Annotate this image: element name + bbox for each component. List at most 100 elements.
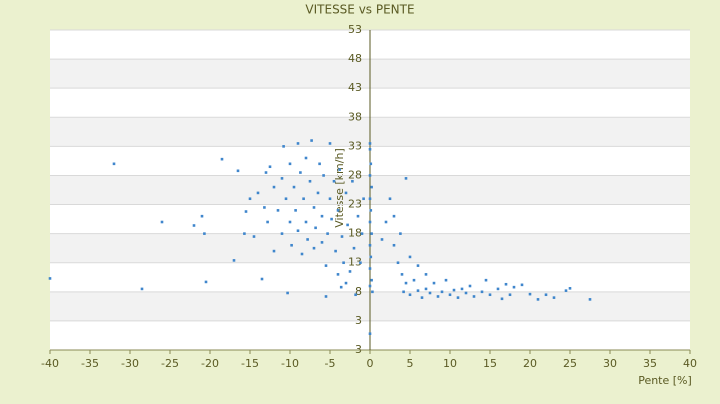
point: [368, 284, 372, 288]
y-tick-label: 23: [348, 198, 362, 211]
x-tick-label: 40: [683, 357, 697, 370]
point: [552, 296, 556, 299]
point: [420, 296, 424, 299]
point: [432, 281, 436, 285]
point: [232, 259, 236, 262]
x-tick-label: 0: [367, 357, 374, 370]
point: [140, 287, 144, 291]
y-tick-label: 13: [348, 256, 362, 269]
point: [243, 232, 246, 235]
point: [318, 162, 321, 166]
point: [340, 235, 344, 238]
x-tick-label: 25: [563, 357, 577, 370]
point: [200, 214, 204, 218]
point: [304, 156, 308, 160]
point: [370, 185, 373, 189]
x-tick-label: -40: [41, 357, 59, 370]
point: [392, 214, 396, 218]
point: [399, 232, 402, 235]
point: [336, 209, 340, 212]
point: [448, 293, 452, 297]
point: [468, 284, 472, 288]
point: [296, 229, 300, 233]
point: [290, 243, 293, 247]
y-tick-label: 28: [348, 168, 362, 181]
point: [302, 197, 305, 201]
point: [500, 297, 504, 301]
point: [339, 285, 343, 289]
y-tick-label: 48: [348, 52, 362, 65]
point: [328, 142, 332, 145]
point: [369, 162, 373, 166]
x-tick-label: 5: [407, 357, 414, 370]
point: [330, 217, 333, 221]
point: [344, 281, 348, 285]
point: [332, 179, 336, 183]
point: [263, 206, 266, 209]
y-tick-label: 33: [348, 139, 362, 152]
x-tick-label: -5: [325, 357, 336, 370]
point: [322, 174, 325, 177]
point: [416, 289, 420, 292]
point: [348, 270, 352, 273]
point: [369, 255, 373, 259]
x-tick-label: -20: [201, 357, 219, 370]
point: [286, 291, 289, 295]
point: [326, 232, 329, 235]
point: [369, 209, 373, 212]
point: [416, 264, 420, 267]
point: [320, 241, 324, 244]
chart-title: VITESSE vs PENTE: [305, 3, 414, 17]
x-axis-title: Pente [%]: [638, 374, 692, 387]
point: [299, 171, 302, 174]
point: [346, 223, 349, 227]
point: [336, 273, 340, 276]
point: [402, 290, 405, 294]
x-tick-label: -25: [161, 357, 179, 370]
point: [280, 232, 284, 235]
point: [404, 177, 408, 180]
point: [368, 243, 372, 247]
point: [342, 261, 345, 265]
point: [112, 162, 116, 166]
y-tick-label: 3: [355, 314, 362, 327]
point: [272, 249, 276, 253]
point: [48, 277, 52, 280]
point: [388, 197, 392, 201]
point: [456, 296, 460, 299]
point: [368, 220, 372, 224]
point: [360, 232, 364, 235]
point: [472, 295, 476, 298]
point: [352, 246, 356, 250]
point: [520, 283, 524, 287]
point: [496, 287, 500, 291]
point: [400, 273, 404, 276]
point: [272, 185, 276, 189]
point: [220, 157, 224, 161]
point: [396, 261, 400, 265]
point: [248, 197, 252, 201]
point: [338, 168, 341, 171]
x-tick-label: 20: [523, 357, 537, 370]
point: [268, 165, 272, 169]
point: [160, 220, 164, 224]
point: [404, 281, 408, 285]
y-axis-title: Vitesse [km/h]: [333, 148, 346, 228]
point: [528, 292, 532, 296]
point: [424, 273, 428, 276]
point: [380, 238, 384, 241]
point: [536, 298, 540, 301]
point: [266, 220, 269, 224]
x-tick-label: 15: [483, 357, 497, 370]
point: [203, 232, 206, 235]
point: [371, 290, 374, 294]
point: [368, 267, 372, 270]
point: [452, 288, 456, 292]
point: [312, 206, 316, 209]
point: [306, 238, 309, 241]
point: [314, 226, 317, 230]
point: [304, 220, 308, 224]
point: [276, 209, 280, 212]
